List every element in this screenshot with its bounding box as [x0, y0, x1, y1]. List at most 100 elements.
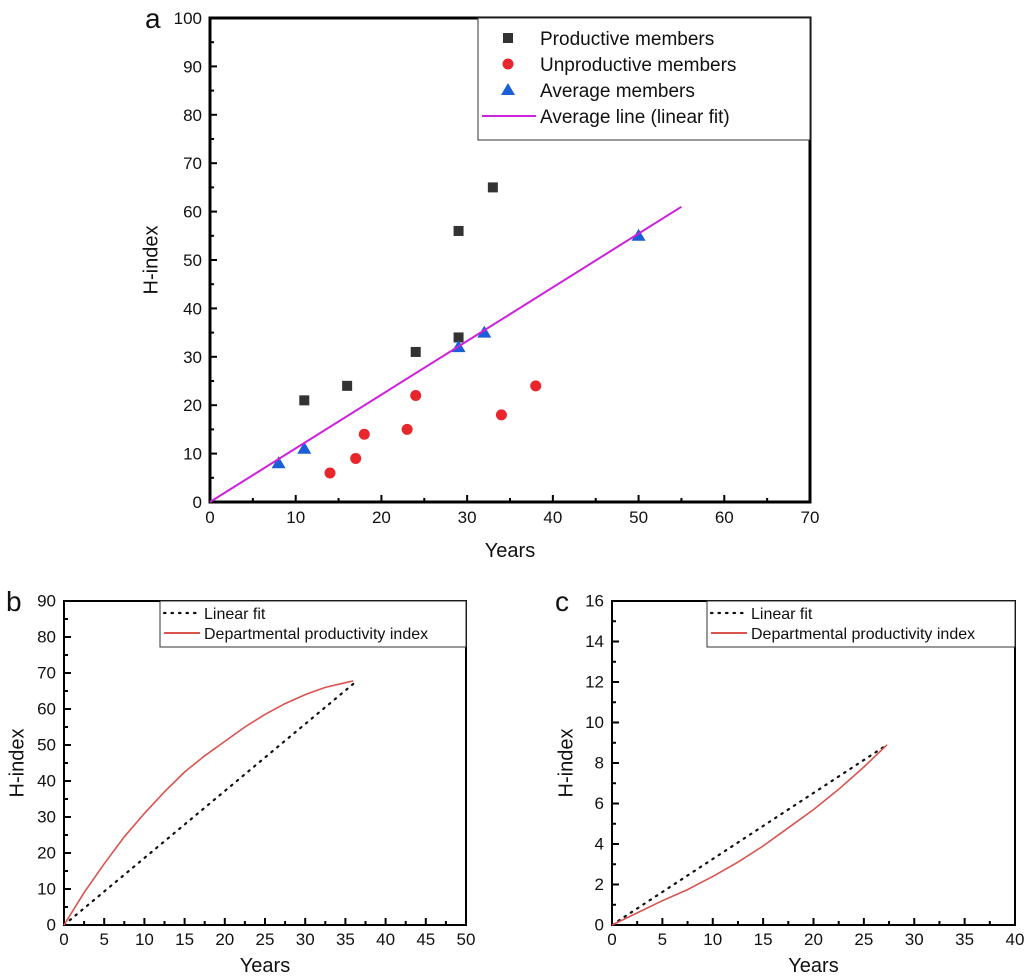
x-tick-label: 20 [804, 930, 823, 949]
chart-a: a 0 10 20 30 40 50 60 70 0 10 20 30 40 50 60 70 80 90 100 Ye… [140, 3, 819, 562]
y-tick-label: 30 [183, 348, 202, 367]
y-tick-label: 100 [174, 9, 202, 28]
plot-frame [63, 600, 467, 926]
x-tick-label: 0 [205, 508, 214, 527]
y-tick-label: 20 [37, 844, 56, 863]
x-tick-label: 10 [286, 508, 305, 527]
y-tick-label: 50 [183, 251, 202, 270]
data-point-square [453, 225, 464, 236]
data-point-circle [350, 452, 362, 464]
y-axis-title: H-index [6, 729, 28, 798]
x-tick-label: 30 [458, 508, 477, 527]
chart-c: c 0 5 10 15 20 25 30 35 40 0 2 4 6 8 10 12 14 16 Years H-ind… [555, 586, 1024, 977]
y-tick-label: 20 [183, 396, 202, 415]
data-point-square [342, 380, 353, 391]
series-average-line-linear-fit [209, 205, 682, 503]
chart-b: b 0 5 10 15 20 25 30 35 40 45 50 0 10 20 30 40 50 60 70 80 90… [6, 586, 475, 977]
y-tick-label: 60 [183, 203, 202, 222]
x-tick-label: 15 [175, 930, 194, 949]
y-tick-label: 70 [183, 154, 202, 173]
series-line [62, 682, 355, 927]
x-tick-label: 40 [543, 508, 562, 527]
y-tick-label: 12 [585, 673, 604, 692]
series-unproductive-members [324, 380, 542, 479]
y-tick-label: 10 [37, 880, 56, 899]
y-tick-label: 0 [595, 916, 604, 935]
data-point-triangle [477, 325, 492, 338]
x-tick-label: 15 [754, 930, 773, 949]
legend-label: Linear fit [751, 606, 813, 623]
data-point-circle [358, 428, 370, 440]
data-point-square [299, 395, 310, 406]
x-tick-label: 10 [703, 930, 722, 949]
x-tick-label: 40 [1006, 930, 1024, 949]
x-tick-label: 20 [215, 930, 234, 949]
data-point-square [487, 182, 498, 193]
x-tick-label: 50 [629, 508, 648, 527]
series-linear-fit [610, 745, 886, 927]
panel-label: a [145, 3, 161, 34]
series-linear-fit [62, 682, 355, 927]
legend-triangle-icon [501, 83, 515, 95]
series-productive-members [299, 182, 498, 406]
legend-box [159, 600, 467, 648]
legend-circle-icon [502, 58, 514, 70]
legend-label: Departmental productivity index [751, 626, 975, 643]
series-line [610, 745, 886, 927]
y-tick-label: 4 [595, 835, 604, 854]
data-point-triangle [271, 456, 286, 469]
x-tick-label: 25 [256, 930, 275, 949]
y-tick-label: 10 [585, 713, 604, 732]
y-tick-label: 30 [37, 808, 56, 827]
x-axis-title: Years [240, 955, 290, 977]
legend: Linear fit Departmental productivity inde… [159, 600, 467, 648]
data-point-triangle [297, 441, 312, 454]
series-line [209, 205, 682, 503]
legend-box [706, 600, 1016, 648]
legend-label: Unproductive members [540, 55, 736, 76]
y-tick-label: 50 [37, 736, 56, 755]
x-tick-label: 25 [854, 930, 873, 949]
y-tick-label: 16 [585, 592, 604, 611]
y-tick-label: 0 [193, 493, 202, 512]
legend-label: Departmental productivity index [204, 626, 428, 643]
y-tick-label: 60 [37, 700, 56, 719]
series-line [611, 744, 888, 926]
panel-label: b [6, 586, 22, 617]
y-axis-title: H-index [555, 729, 577, 798]
x-tick-label: 10 [135, 930, 154, 949]
x-tick-label: 60 [715, 508, 734, 527]
y-tick-label: 8 [595, 754, 604, 773]
series-departmental-productivity-index [611, 744, 888, 926]
x-tick-label: 20 [372, 508, 391, 527]
y-tick-label: 90 [183, 57, 202, 76]
x-tick-label: 45 [416, 930, 435, 949]
x-axis-title: Years [788, 955, 838, 977]
y-axis-title: H-index [140, 226, 162, 295]
y-tick-label: 6 [595, 794, 604, 813]
x-tick-label: 35 [336, 930, 355, 949]
y-tick-label: 40 [37, 772, 56, 791]
y-tick-label: 80 [37, 628, 56, 647]
data-point-square [410, 346, 421, 357]
x-tick-label: 35 [955, 930, 974, 949]
y-tick-label: 80 [183, 106, 202, 125]
data-point-circle [410, 390, 422, 402]
data-point-square [453, 332, 464, 343]
legend-label: Linear fit [204, 606, 266, 623]
x-tick-label: 0 [607, 930, 616, 949]
plot-frame [611, 600, 1016, 926]
panel-label: c [555, 586, 569, 617]
legend-box [477, 17, 811, 141]
legend: Productive members Unproductive members Av… [477, 17, 811, 141]
x-tick-label: 5 [99, 930, 108, 949]
y-tick-label: 14 [585, 632, 604, 651]
x-tick-label: 40 [376, 930, 395, 949]
legend-square-icon [503, 33, 513, 43]
y-tick-label: 0 [47, 916, 56, 935]
legend: Linear fit Departmental productivity inde… [706, 600, 1016, 648]
x-tick-label: 30 [905, 930, 924, 949]
y-tick-label: 2 [595, 875, 604, 894]
data-point-circle [495, 409, 507, 421]
x-axis-title: Years [485, 540, 535, 562]
